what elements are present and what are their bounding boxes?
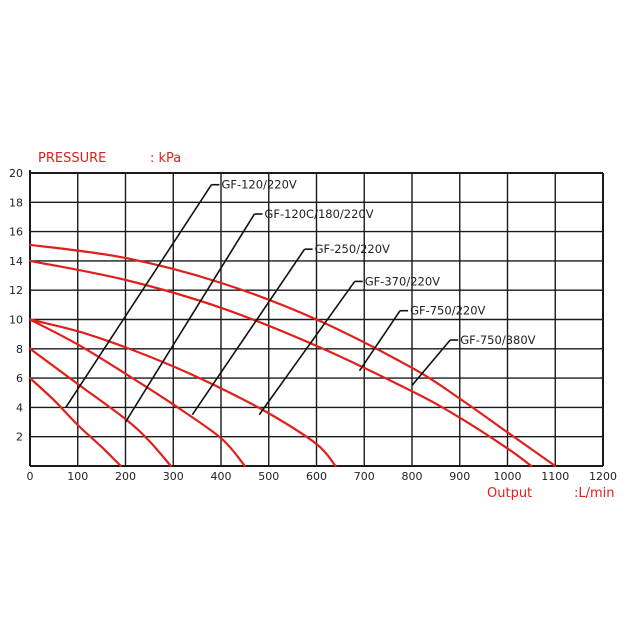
series-curve bbox=[28, 243, 557, 468]
x-tick-label: 200 bbox=[115, 470, 136, 483]
y-axis-unit: : kPa bbox=[150, 151, 181, 166]
y-axis-label: PRESSURE bbox=[38, 151, 106, 166]
x-tick-label: 0 bbox=[27, 470, 34, 483]
x-tick-label: 700 bbox=[354, 470, 375, 483]
y-tick-label: 18 bbox=[9, 196, 23, 209]
leader-line bbox=[124, 213, 256, 423]
x-tick-label: 400 bbox=[211, 470, 232, 483]
leader-line bbox=[258, 280, 356, 416]
x-tick-label: 300 bbox=[163, 470, 184, 483]
leader-line bbox=[65, 184, 213, 408]
x-tick-label: 800 bbox=[402, 470, 423, 483]
x-tick-label: 1100 bbox=[541, 470, 569, 483]
series-label: GF-750/220V bbox=[410, 304, 485, 318]
x-tick-label: 1200 bbox=[589, 470, 617, 483]
y-tick-label: 12 bbox=[9, 284, 23, 297]
leader-line bbox=[411, 339, 451, 386]
x-axis-unit: :L/min bbox=[574, 486, 615, 501]
grid bbox=[29, 170, 604, 467]
series-curve bbox=[28, 318, 337, 468]
series-curve bbox=[28, 259, 533, 468]
y-tick-label: 8 bbox=[16, 343, 23, 356]
x-tick-label: 900 bbox=[449, 470, 470, 483]
x-tick-label: 600 bbox=[306, 470, 327, 483]
leader-line bbox=[358, 310, 401, 372]
x-tick-label: 100 bbox=[67, 470, 88, 483]
x-tick-label: 1000 bbox=[494, 470, 522, 483]
curves bbox=[28, 243, 557, 468]
y-tick-label: 4 bbox=[16, 401, 23, 414]
series-label: GF-750/380V bbox=[460, 333, 535, 347]
x-axis-label: Output bbox=[487, 486, 532, 501]
y-tick-label: 14 bbox=[9, 255, 23, 268]
tick-labels: 0 100 200 300 400 500 600 700 800 900 1000 1100 1200… bbox=[9, 167, 617, 483]
y-tick-label: 6 bbox=[16, 372, 23, 385]
y-tick-label: 20 bbox=[9, 167, 23, 180]
y-tick-label: 2 bbox=[16, 431, 23, 444]
series-labels: GF-120/220V GF-120C/180/220V GF-250/220V GF… bbox=[221, 178, 535, 347]
series-curve bbox=[28, 318, 246, 468]
series-label: GF-120/220V bbox=[221, 178, 296, 192]
y-tick-label: 10 bbox=[9, 314, 23, 327]
series-curve bbox=[28, 347, 172, 468]
x-tick-label: 500 bbox=[258, 470, 279, 483]
leader-line bbox=[191, 248, 306, 416]
series-label: GF-370/220V bbox=[365, 274, 440, 288]
series-label: GF-120C/180/220V bbox=[264, 207, 373, 221]
label-leaders bbox=[65, 183, 459, 423]
y-tick-label: 16 bbox=[9, 226, 23, 239]
series-label: GF-250/220V bbox=[315, 242, 390, 256]
series-curve bbox=[28, 377, 122, 468]
